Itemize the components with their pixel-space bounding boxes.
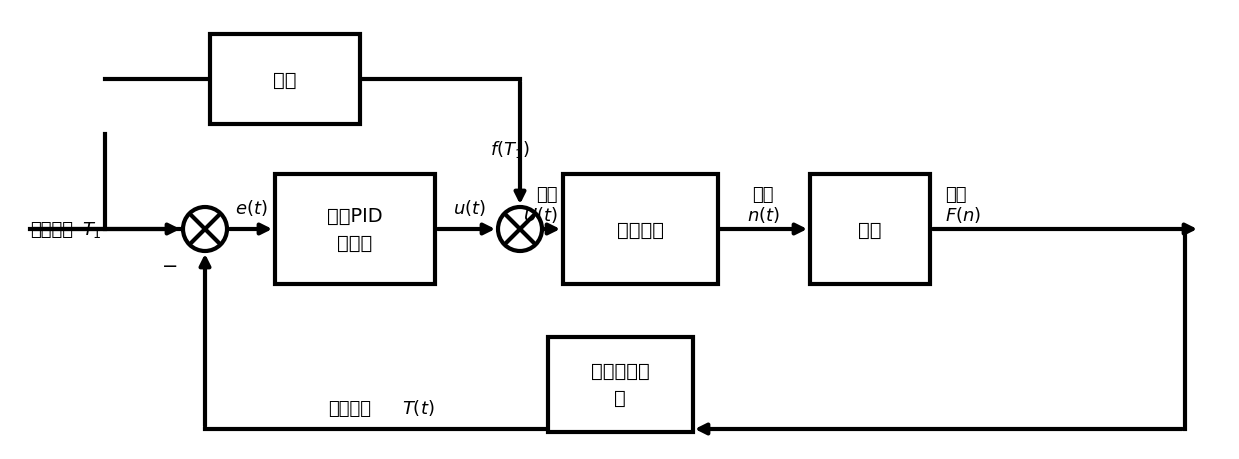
Text: 水泵: 水泵	[859, 220, 882, 239]
Text: 实际温度: 实际温度	[328, 399, 372, 417]
Text: $f(T_1)$: $f(T_1)$	[489, 139, 530, 160]
Bar	[275, 174, 435, 285]
Bar	[810, 174, 930, 285]
Text: $n(t)$: $n(t)$	[747, 205, 779, 224]
Text: −: −	[161, 257, 178, 275]
Bar	[548, 337, 693, 431]
Text: 数字PID
控制器: 数字PID 控制器	[327, 207, 383, 252]
Text: 电池管理系
统: 电池管理系 统	[591, 362, 649, 407]
Text: 前馈: 前馈	[274, 70, 297, 90]
Circle shape	[183, 207, 227, 252]
Text: 水泵电机: 水泵电机	[617, 220, 664, 239]
Text: $u(t)$: $u(t)$	[453, 197, 486, 218]
Circle shape	[498, 207, 541, 252]
Text: $F(n)$: $F(n)$	[945, 205, 981, 224]
Text: 压力: 压力	[945, 185, 966, 203]
Text: 电压: 电压	[536, 185, 558, 203]
Bar	[563, 174, 717, 285]
Text: $T_1$: $T_1$	[82, 219, 102, 240]
Text: 目标温度: 目标温度	[30, 220, 73, 239]
Text: $U(t)$: $U(t)$	[523, 205, 558, 224]
Text: 转速: 转速	[752, 185, 773, 203]
Bar	[209, 35, 361, 125]
Text: $e(t)$: $e(t)$	[234, 197, 268, 218]
Text: $T(t)$: $T(t)$	[401, 397, 435, 417]
